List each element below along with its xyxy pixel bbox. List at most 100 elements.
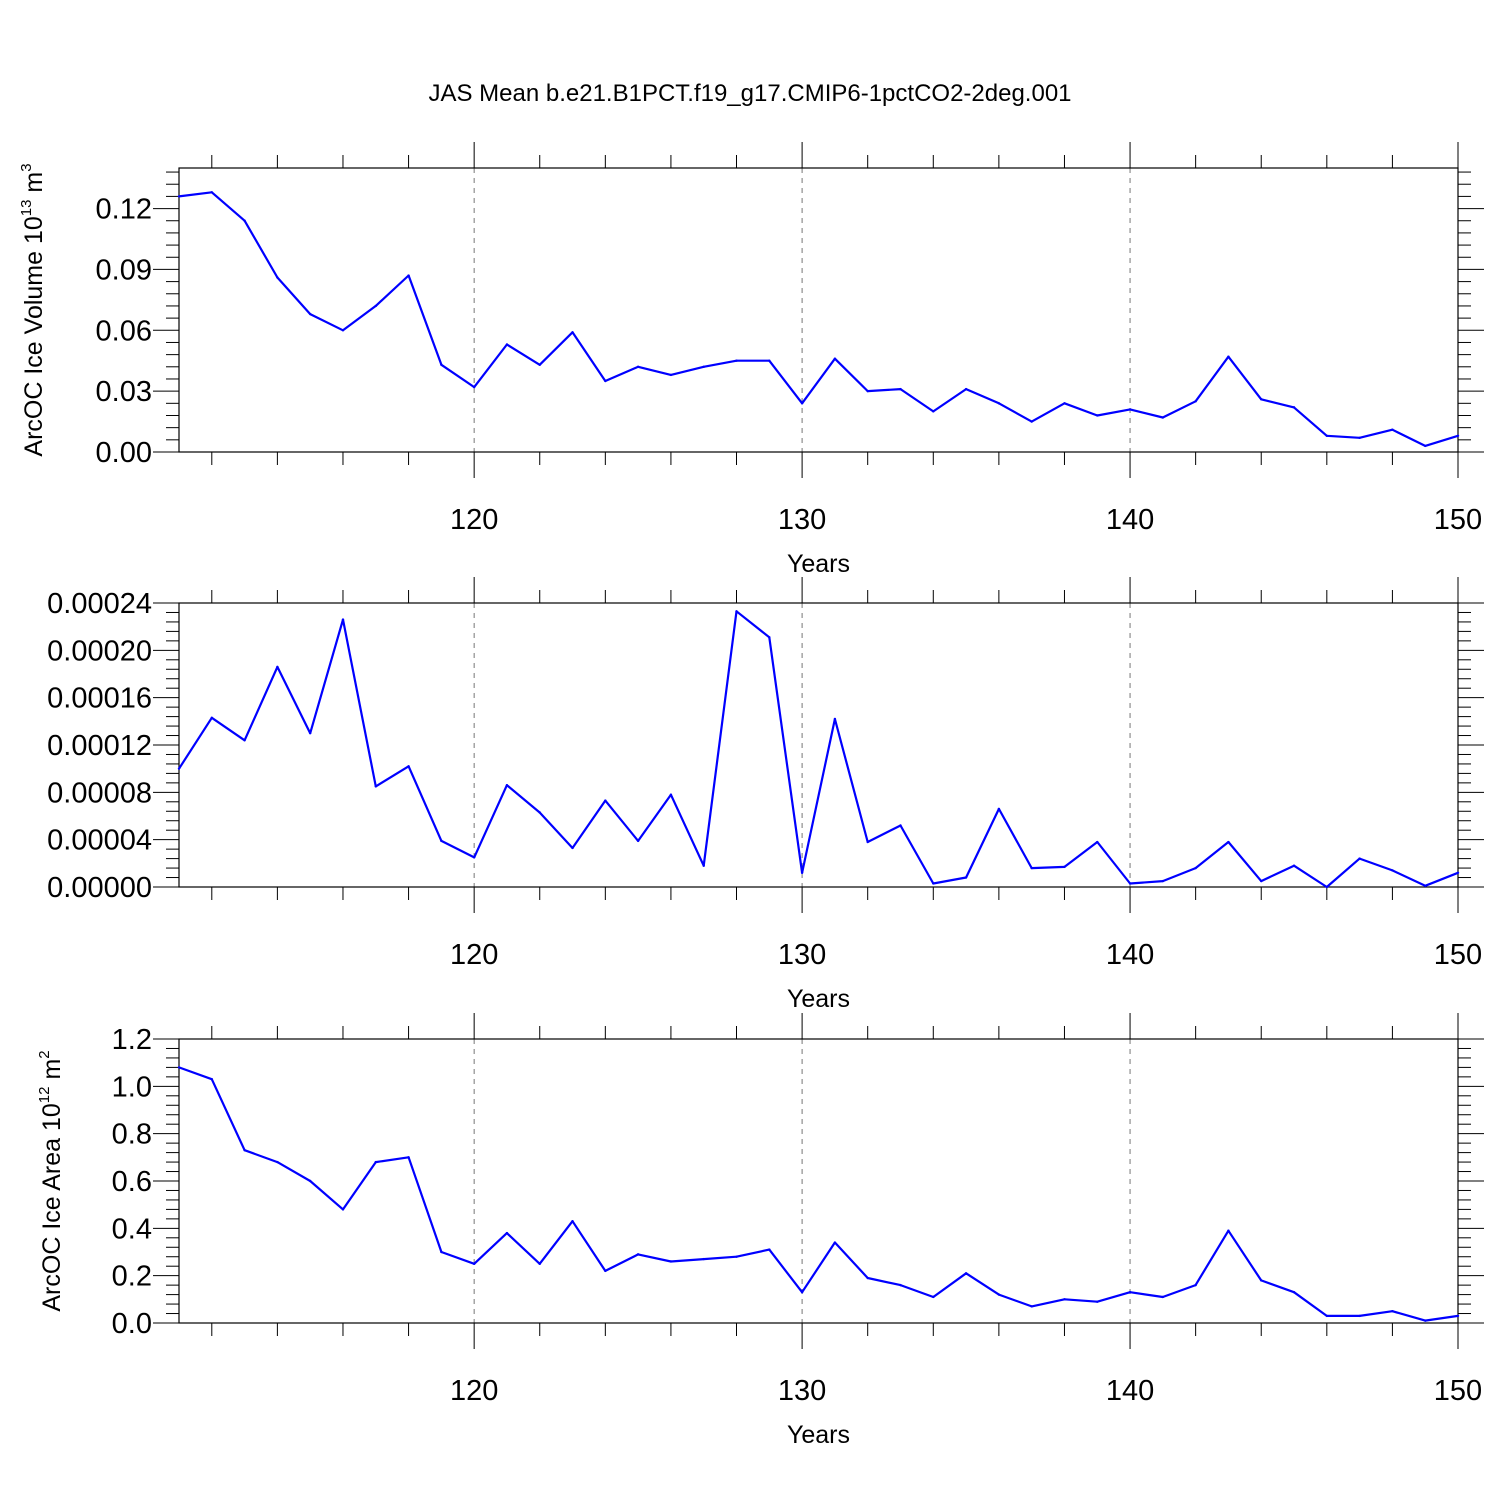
plot-2-data-point [1424,1319,1427,1322]
plot-1-data-point [669,793,673,796]
plot-0-data-point [341,329,345,332]
plot-0-x-axis-label: Years [787,550,850,578]
plot-2-data-point [472,1262,476,1266]
plot-1-data-point [1128,882,1132,885]
plot-1-data-point [440,839,443,843]
plot-1-data-point [735,610,738,613]
plot-1-data-point [374,785,377,788]
plot-2-series-line [178,1066,1459,1322]
plot-0-data-point [833,357,837,360]
plot-0-data-point [997,402,1001,405]
plot-1-x-tick-label: 120 [450,939,498,971]
plot-0-data-point [243,219,246,222]
plot-0-frame [178,167,1459,453]
plot-0-data-point [1292,406,1296,409]
plot-0-data-point [735,359,738,362]
plot-0-x-tick-label: 130 [778,504,826,536]
figure-title: JAS Mean b.e21.B1PCT.f19_g17.CMIP6-1pctC… [428,80,1071,107]
plot-2-data-point [538,1262,541,1266]
plot-1-data-point [1096,840,1099,844]
plot-2-data-point [1391,1309,1394,1313]
plot-0-data-point [505,343,509,346]
plot-0-data-point [866,389,869,393]
plot-0-y-tick-label: 0.09 [96,254,152,286]
plot-2-x-tick-label: 150 [1434,1375,1482,1407]
plot-2-data-point [964,1272,968,1275]
plot-0-data-point [1194,400,1197,403]
plot-2-data-point [997,1293,1001,1296]
plot-0-data-point [407,274,410,277]
plot-2-y-tick-label: 0.6 [112,1166,152,1198]
plot-0-data-point [604,379,607,383]
plot-1-data-point [866,840,869,844]
plot-0-data-point [636,365,640,368]
plot-1-y-tick-label: 0.00024 [47,588,152,620]
plot-1-data-point [636,839,640,843]
plot-1-data-point [1227,840,1230,844]
plot-1-data-point [472,856,476,859]
plot-2-data-point [276,1160,279,1164]
plot-0-data-point [1063,402,1066,405]
plot-2-data-point [604,1269,607,1273]
plot-0-data-point [1030,420,1033,423]
plot-2-y-tick-label: 0.4 [112,1213,152,1245]
plot-2-x-tick-label: 120 [450,1375,498,1407]
plot-0-data-point [440,363,443,366]
plot-2-x-axis-label: Years [787,1421,850,1449]
plot-0-y-tick-label: 0.06 [96,315,152,347]
plot-2-data-point [407,1156,410,1159]
plot-0-y-tick-label: 0.03 [96,376,152,408]
plot-2-data-point [702,1257,705,1261]
plot-2-data-point [1456,1314,1460,1318]
plot-0-data-point [964,387,968,391]
plot-2-data-point [1063,1298,1066,1301]
plot-1-data-point [1063,865,1066,869]
plot-0-data-point [1391,428,1394,431]
plot-2-data-point [1096,1300,1099,1303]
plot-1-data-point [1194,866,1197,870]
plot-2-data-point [768,1248,771,1251]
plot-1-data-point [964,876,968,879]
plot-1-y-tick-label: 0.00020 [47,635,152,667]
plot-0-data-point [571,331,574,334]
ice-area-plot: 120 130 140 150 Years 0.0 0.2 0.4 0.6 0.8 1.0 1.2 Ar… [36,1013,1484,1449]
plot-1-data-point [997,807,1001,811]
plot-1-y-tick-label: 0.00016 [47,683,152,715]
plot-2-data-point [735,1255,738,1258]
plot-0-data-point [1128,408,1132,411]
plot-0-x-tick-label: 150 [1434,504,1482,536]
plot-2-data-point [243,1149,246,1152]
plot-1-y-tick-label: 0.00012 [47,730,152,762]
plot-2-data-point [210,1078,213,1081]
plot-1-data-point [571,846,574,850]
plot-0-data-point [472,385,476,389]
plot-0-data-point [1260,398,1263,401]
plot-1-data-point [341,618,345,621]
plot-1-data-point [932,882,935,885]
plot-2-y-tick-label: 1.0 [112,1071,152,1103]
plot-2-data-point [1194,1283,1197,1287]
plot-0-x-tick-label: 120 [450,504,498,536]
plot-0-data-point [932,410,935,413]
plot-1-data-point [210,716,213,719]
plot-1-data-point [538,811,541,814]
plot-0-data-point [1325,434,1329,437]
plot-0-y-tick-label: 0.12 [96,194,152,226]
plot-1-data-point [1391,869,1394,872]
plot-1-y-tick-label: 0.00004 [47,825,152,857]
plot-2-data-point [866,1276,869,1280]
plot-1-data-point [1424,884,1427,888]
plot-1-y-tick-label: 0.00000 [47,872,152,904]
plot-1-x-axis-label: Years [787,985,850,1013]
plot-1-data-point [899,824,902,827]
plot-0-x-tick-label: 140 [1106,504,1154,536]
plot-1-data-point [308,731,312,735]
plot-1-data-point [702,864,705,867]
plot-2-data-point [1325,1314,1329,1318]
plot-0-data-point [374,304,377,308]
plot-2-data-point [177,1066,181,1069]
plot-1-data-point [1260,879,1263,883]
plot-0-data-point [800,402,804,405]
plot-0-data-point [1424,444,1427,448]
